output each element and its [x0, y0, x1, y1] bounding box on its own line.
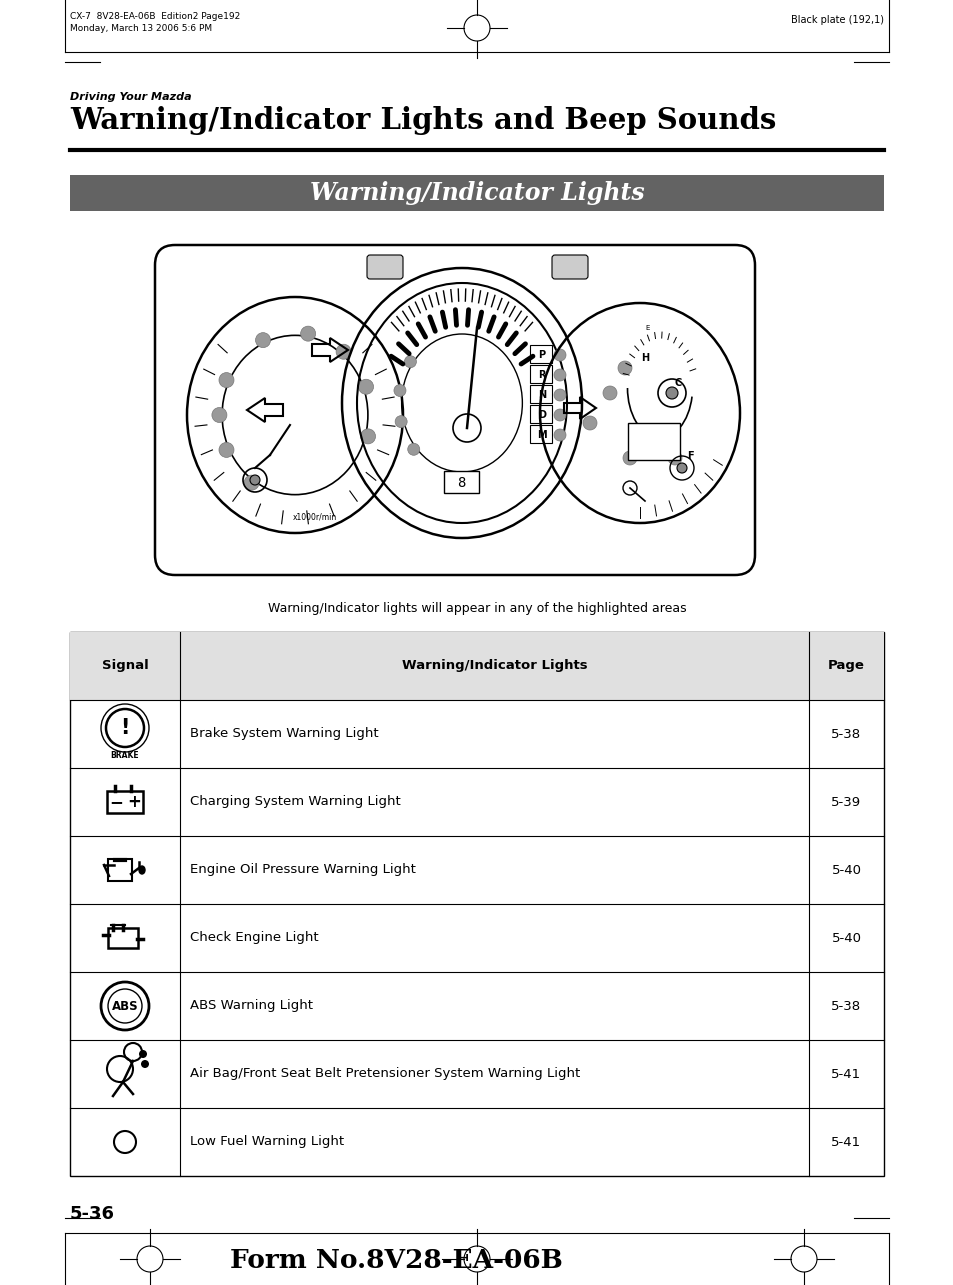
Circle shape [395, 415, 407, 428]
Circle shape [250, 475, 260, 484]
Text: Brake System Warning Light: Brake System Warning Light [190, 727, 378, 740]
FancyBboxPatch shape [367, 254, 402, 279]
Ellipse shape [139, 866, 145, 874]
Circle shape [244, 475, 259, 490]
Circle shape [219, 373, 233, 388]
Text: D: D [537, 410, 545, 420]
Text: 8: 8 [456, 475, 465, 490]
FancyBboxPatch shape [530, 365, 552, 383]
Text: Engine Oil Pressure Warning Light: Engine Oil Pressure Warning Light [190, 864, 416, 876]
Circle shape [554, 389, 565, 401]
Text: P: P [537, 350, 545, 360]
Circle shape [554, 409, 565, 421]
Circle shape [219, 442, 233, 457]
Text: Page: Page [827, 659, 864, 672]
Text: ABS: ABS [112, 1000, 138, 1013]
Text: 5-40: 5-40 [831, 932, 861, 944]
FancyBboxPatch shape [530, 425, 552, 443]
FancyBboxPatch shape [627, 423, 679, 460]
Text: 5-41: 5-41 [831, 1136, 861, 1149]
Circle shape [335, 344, 351, 360]
FancyBboxPatch shape [443, 472, 478, 493]
FancyBboxPatch shape [108, 928, 138, 948]
Circle shape [394, 384, 406, 397]
Text: Black plate (192,1): Black plate (192,1) [790, 15, 883, 24]
Bar [70, 175, 883, 211]
Text: C: C [674, 378, 680, 388]
Circle shape [554, 350, 565, 361]
Text: Charging System Warning Light: Charging System Warning Light [190, 795, 400, 808]
FancyBboxPatch shape [530, 386, 552, 403]
Circle shape [212, 407, 227, 423]
Text: Warning/Indicator lights will appear in any of the highlighted areas: Warning/Indicator lights will appear in … [268, 601, 685, 616]
Circle shape [665, 387, 678, 400]
Text: R: R [537, 370, 545, 380]
Circle shape [404, 356, 416, 368]
Text: Check Engine Light: Check Engine Light [190, 932, 318, 944]
Text: Driving Your Mazda: Driving Your Mazda [70, 93, 192, 102]
Text: M: M [537, 430, 546, 439]
Bar [107, 792, 143, 813]
Text: 5-36: 5-36 [70, 1205, 115, 1223]
Text: +: + [127, 793, 141, 811]
Text: Warning/Indicator Lights: Warning/Indicator Lights [401, 659, 587, 672]
Circle shape [554, 429, 565, 441]
Text: CX-7  8V28-EA-06B  Edition2 Page192: CX-7 8V28-EA-06B Edition2 Page192 [70, 12, 240, 21]
Circle shape [602, 386, 617, 400]
Text: BRAKE: BRAKE [111, 752, 139, 761]
Text: x1000r/min: x1000r/min [293, 513, 336, 522]
Text: E: E [645, 325, 650, 332]
Text: Signal: Signal [102, 659, 149, 672]
Text: F: F [686, 451, 693, 461]
Circle shape [622, 451, 637, 465]
FancyBboxPatch shape [530, 344, 552, 362]
Text: 5-38: 5-38 [831, 727, 861, 740]
Circle shape [255, 333, 271, 348]
Circle shape [139, 1050, 147, 1058]
Text: 5-38: 5-38 [831, 1000, 861, 1013]
Circle shape [667, 451, 681, 465]
Text: Form No.8V28-EA-06B: Form No.8V28-EA-06B [230, 1248, 562, 1272]
Bar [70, 632, 883, 700]
Text: H: H [640, 353, 648, 362]
Circle shape [453, 414, 480, 442]
Circle shape [677, 463, 686, 473]
Text: −: − [109, 793, 123, 811]
FancyBboxPatch shape [530, 405, 552, 423]
Text: 5-39: 5-39 [831, 795, 861, 808]
Text: Warning/Indicator Lights: Warning/Indicator Lights [310, 181, 643, 206]
Text: !: ! [120, 718, 130, 738]
FancyBboxPatch shape [154, 245, 754, 574]
Circle shape [554, 369, 565, 380]
Circle shape [141, 1060, 149, 1068]
Circle shape [300, 326, 315, 341]
Text: Warning/Indicator Lights and Beep Sounds: Warning/Indicator Lights and Beep Sounds [70, 105, 776, 135]
FancyBboxPatch shape [552, 254, 587, 279]
Circle shape [358, 379, 374, 394]
Circle shape [360, 429, 375, 443]
Text: N: N [537, 391, 545, 400]
Circle shape [582, 416, 597, 430]
Circle shape [618, 361, 631, 375]
FancyBboxPatch shape [108, 858, 132, 882]
Bar [70, 632, 883, 1176]
Text: Low Fuel Warning Light: Low Fuel Warning Light [190, 1136, 344, 1149]
Text: ABS Warning Light: ABS Warning Light [190, 1000, 313, 1013]
Text: 5-41: 5-41 [831, 1068, 861, 1081]
Text: Air Bag/Front Seat Belt Pretensioner System Warning Light: Air Bag/Front Seat Belt Pretensioner Sys… [190, 1068, 579, 1081]
Circle shape [407, 443, 419, 455]
Text: Monday, March 13 2006 5:6 PM: Monday, March 13 2006 5:6 PM [70, 24, 212, 33]
Text: 5-40: 5-40 [831, 864, 861, 876]
